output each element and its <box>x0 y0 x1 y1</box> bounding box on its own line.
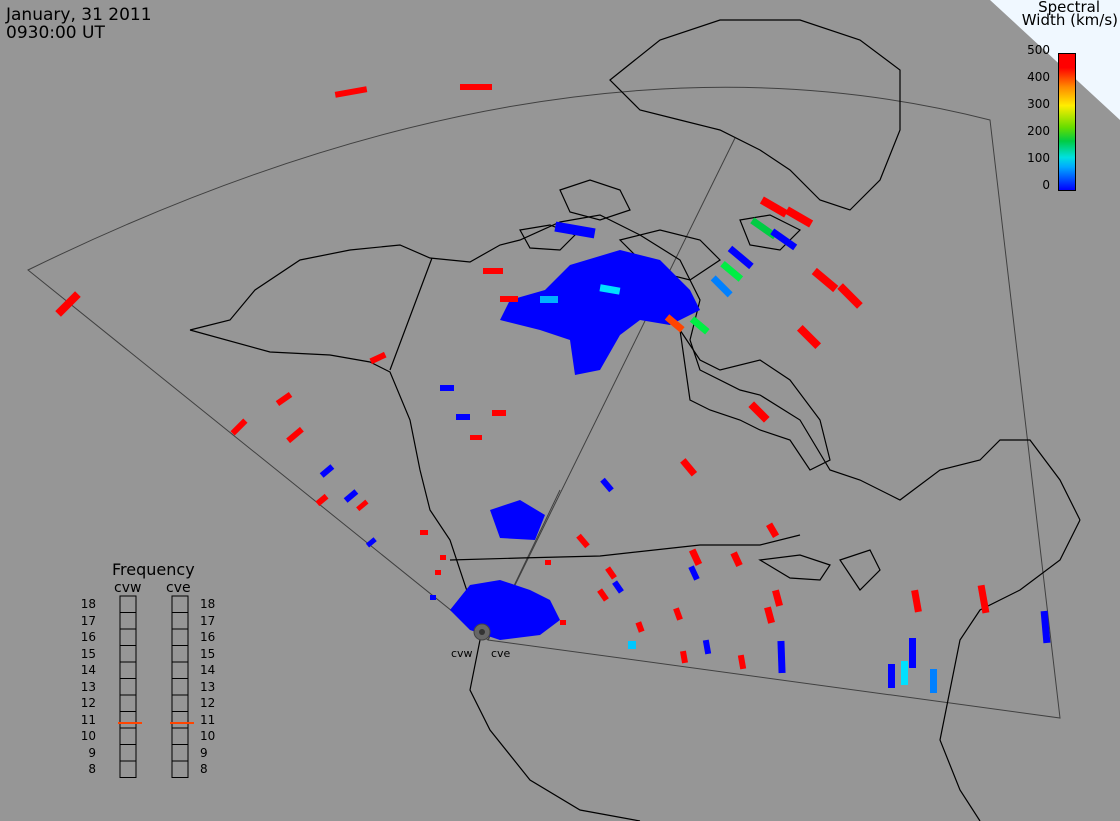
frequency-title: Frequency <box>112 560 195 579</box>
colorbar-tick: 100 <box>1027 151 1050 165</box>
frequency-scale-label: 9 <box>200 745 208 760</box>
colorbar-title-line1: Spectral <box>1038 0 1100 16</box>
scatter-marks <box>55 84 1051 693</box>
frequency-scale-label: 15 <box>200 646 216 661</box>
map-date: January, 31 2011 <box>6 5 152 25</box>
map-time: 0930:00 UT <box>6 23 105 43</box>
colorbar-tick: 0 <box>1042 178 1050 192</box>
frequency-scale-label: 16 <box>80 630 96 644</box>
colorbar-tick: 400 <box>1027 70 1050 84</box>
spectral-width-colorbar <box>1058 53 1076 191</box>
radar-label-cve: cve <box>491 647 511 660</box>
backscatter-cluster-radar <box>450 580 560 641</box>
backscatter-cluster-arctic <box>490 221 700 540</box>
colorbar-title-line2: Width (km/s) <box>1021 11 1118 29</box>
frequency-scale-label: 12 <box>80 696 96 710</box>
radar-label-cvw: cvw <box>451 647 473 660</box>
frequency-radar-cvw: cvw <box>114 580 142 596</box>
colorbar-tick: 500 <box>1027 43 1050 57</box>
frequency-scale-label: 12 <box>200 696 216 710</box>
frequency-scale-label: 17 <box>200 613 216 628</box>
frequency-scale-label: 8 <box>200 762 208 776</box>
frequency-scale-label: 18 <box>80 597 96 611</box>
frequency-scale-label: 16 <box>200 630 216 644</box>
frequency-scale-label: 8 <box>88 762 96 776</box>
frequency-scale-label: 13 <box>200 679 216 694</box>
colorbar-tick: 300 <box>1027 97 1050 111</box>
corner-triangle <box>990 0 1120 120</box>
colorbar-tick: 200 <box>1027 124 1050 138</box>
frequency-radar-cve: cve <box>166 580 191 596</box>
frequency-scale-label: 17 <box>80 613 96 628</box>
frequency-scale-label: 14 <box>200 663 216 677</box>
continent-outline <box>189 19 1081 821</box>
frequency-scale-label: 18 <box>200 597 216 611</box>
frequency-scale-label: 10 <box>200 729 216 743</box>
frequency-scale-label: 15 <box>80 646 96 661</box>
frequency-scale-label: 9 <box>88 745 96 760</box>
frequency-scale-label: 11 <box>80 712 96 727</box>
frequency-scale-label: 13 <box>80 679 96 694</box>
frequency-scale-label: 11 <box>200 712 216 727</box>
frequency-scale-label: 10 <box>80 729 96 743</box>
frequency-scale-label: 14 <box>80 663 96 677</box>
